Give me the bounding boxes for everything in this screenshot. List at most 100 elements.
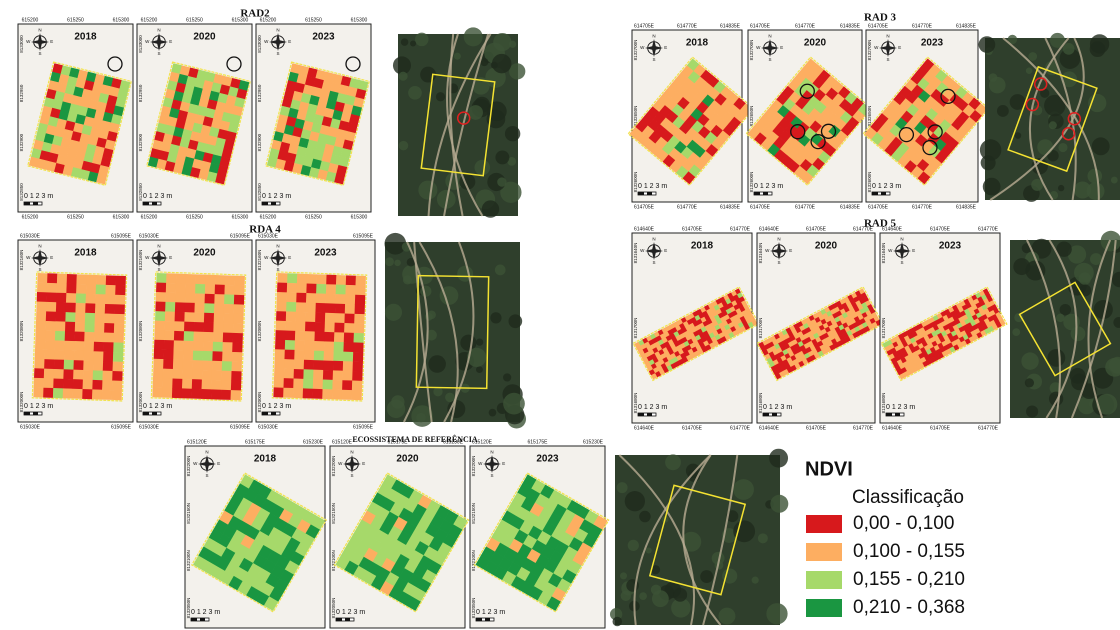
- scale-label: 0 1 2 3 m: [476, 609, 505, 616]
- canopy: [1049, 121, 1057, 129]
- top-coord: 615030E: [258, 233, 279, 239]
- ndvi-cell: [184, 322, 194, 332]
- year-label: 2023: [921, 38, 944, 49]
- canopy: [505, 126, 520, 141]
- legend-label: 0,155 - 0,210: [853, 569, 965, 590]
- ndvi-cell: [274, 368, 284, 378]
- scale-label: 0 1 2 3 m: [24, 193, 53, 200]
- top-coord: 614770E: [853, 226, 874, 232]
- ndvi-cell: [294, 359, 304, 369]
- ndvi-cell: [112, 371, 122, 381]
- compass-e: E: [169, 255, 172, 260]
- ndvi-cell: [192, 379, 202, 389]
- ndvi-cell: [342, 380, 352, 390]
- compass-n: N: [900, 236, 903, 241]
- ndvi-cell: [275, 330, 285, 340]
- ndvi-cell: [66, 303, 76, 313]
- ndvi-cell: [184, 312, 194, 322]
- ndvi-cell: [315, 303, 325, 313]
- ndvi-cell: [76, 293, 86, 303]
- ndvi-cell: [112, 390, 122, 400]
- canopy: [770, 495, 788, 513]
- ndvi-cell: [325, 303, 335, 313]
- ndvi-cell: [153, 359, 163, 369]
- ndvi-cell: [335, 304, 345, 314]
- canopy: [1058, 185, 1064, 191]
- left-coord: 8132100N: [331, 550, 336, 571]
- year-label: 2018: [686, 38, 709, 49]
- ndvi-cell: [332, 380, 342, 390]
- ndvi-cell: [113, 352, 123, 362]
- ndvi-cell: [45, 321, 55, 331]
- bottom-coord: 614705E: [868, 204, 889, 210]
- compass-n: N: [490, 449, 493, 454]
- ndvi-cell: [326, 275, 336, 285]
- compass-w: W: [888, 248, 893, 253]
- ndvi-cell: [324, 332, 334, 342]
- scale-label: 0 1 2 3 m: [763, 404, 792, 411]
- ndvi-cell: [223, 313, 233, 323]
- compass-s: S: [38, 51, 41, 56]
- ndvi-cell: [201, 389, 211, 399]
- canopy: [415, 33, 429, 47]
- ndvi-cell: [195, 284, 205, 294]
- bottom-coord: 614835E: [956, 204, 977, 210]
- canopy: [497, 177, 506, 186]
- ndvi-cell: [233, 323, 243, 333]
- bottom-coord: 615200: [141, 214, 158, 220]
- year-label: 2018: [254, 454, 277, 465]
- ndvi-cell: [295, 331, 305, 341]
- ndvi-cell: [275, 340, 285, 350]
- ndvi-cell: [55, 321, 65, 331]
- bottom-coord: 614705E: [806, 425, 827, 431]
- ndvi-cell: [215, 275, 225, 285]
- canopy: [468, 105, 483, 120]
- ndvi-cell: [353, 352, 363, 362]
- bottom-coord: 614640E: [759, 425, 780, 431]
- ndvi-cell: [164, 340, 174, 350]
- scale-bar-fill: [271, 202, 276, 205]
- left-coord: 8133000: [19, 35, 24, 53]
- compass-w: W: [26, 39, 31, 44]
- ndvi-cell: [343, 352, 353, 362]
- canopy: [445, 393, 454, 402]
- left-coord: 8132150N: [331, 503, 336, 524]
- ndvi-cell: [105, 285, 115, 295]
- ndvi-cell: [95, 304, 105, 314]
- ndvi-cell: [74, 341, 84, 351]
- ndvi-cell: [221, 371, 231, 381]
- top-coord: 614770E: [912, 23, 933, 29]
- top-coord: 615250: [305, 17, 322, 23]
- year-label: 2020: [804, 38, 827, 49]
- scale-bar-fill: [345, 618, 350, 621]
- ndvi-cell: [102, 380, 112, 390]
- canopy: [1079, 285, 1091, 297]
- ndvi-cell: [346, 275, 356, 285]
- ndvi-cell: [234, 285, 244, 295]
- scale-bar-fill: [647, 192, 652, 195]
- canopy: [625, 491, 645, 511]
- ndvi-cell: [74, 332, 84, 342]
- compass-w: W: [640, 248, 645, 253]
- ndvi-cell: [325, 322, 335, 332]
- compass-n: N: [777, 236, 780, 241]
- ndvi-cell: [355, 304, 365, 314]
- compass-n: N: [276, 243, 279, 248]
- bottom-coord: 615250: [67, 214, 84, 220]
- ndvi-cell: [235, 276, 245, 286]
- left-coord: 8132950: [138, 84, 143, 102]
- ndvi-cell: [306, 284, 316, 294]
- ndvi-cell: [354, 323, 364, 333]
- ndvi-cell: [195, 293, 205, 303]
- ndvi-cell: [323, 360, 333, 370]
- ndvi-cell: [154, 349, 164, 359]
- ndvi-cell: [296, 302, 306, 312]
- ndvi-cell: [34, 359, 44, 369]
- ndvi-cell: [53, 388, 63, 398]
- ndvi-cell: [85, 313, 95, 323]
- left-coord: 8131700N: [633, 318, 638, 339]
- compass-w: W: [765, 248, 770, 253]
- canopy: [503, 373, 511, 381]
- ndvi-cell: [53, 379, 63, 389]
- scale-bar-fill: [476, 618, 482, 621]
